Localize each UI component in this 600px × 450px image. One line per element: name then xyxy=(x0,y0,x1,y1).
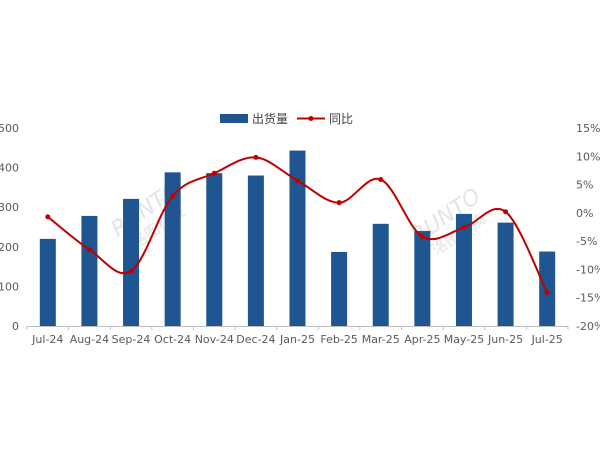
line-point xyxy=(253,154,259,160)
line-point xyxy=(86,247,92,253)
line-point xyxy=(45,214,51,220)
bar xyxy=(164,172,181,326)
y-right-tick-label: 10% xyxy=(576,150,600,163)
line-point xyxy=(336,200,342,206)
y-right-tick-label: -5% xyxy=(576,235,597,248)
line-point xyxy=(211,170,217,176)
x-tick-label: Oct-24 xyxy=(154,333,191,346)
x-tick-label: Sep-24 xyxy=(112,333,151,346)
legend-swatch-marker xyxy=(308,116,314,121)
line-point xyxy=(295,178,300,184)
y-left-tick-label: 0 xyxy=(12,320,19,333)
x-tick-label: Apr-25 xyxy=(404,333,440,346)
x-tick-label: Jul-25 xyxy=(531,333,563,346)
bar-series xyxy=(39,150,556,326)
bar xyxy=(247,175,264,326)
line-point xyxy=(378,176,384,182)
y-right-tick-label: 15% xyxy=(576,122,600,135)
bar xyxy=(289,150,306,326)
y-right-tick-label: -10% xyxy=(576,263,600,276)
y-right-tick-label: -15% xyxy=(576,292,600,305)
line-point xyxy=(170,193,176,199)
bar xyxy=(497,222,514,326)
line-point xyxy=(128,268,134,274)
bar xyxy=(455,213,472,326)
y-right-tick-label: 0% xyxy=(576,207,593,220)
axes: Jul-24 Aug-24 Sep-24 Oct-24 Nov-24 Dec-24 Jan-… xyxy=(0,122,600,346)
y-left-tick-label: 300 xyxy=(0,201,19,214)
x-tick-label: Jan-25 xyxy=(279,333,315,346)
line-series xyxy=(45,154,550,296)
legend-label-bar: 出货量 xyxy=(252,111,288,126)
x-tick-label: Mar-25 xyxy=(362,333,400,346)
legend: 出货量 同比 xyxy=(220,111,353,126)
legend-label-line: 同比 xyxy=(329,112,353,126)
y-right-tick-label: -20% xyxy=(576,320,600,333)
x-tick-label: Aug-24 xyxy=(70,333,109,346)
bar xyxy=(81,215,98,326)
x-tick-label: Jun-25 xyxy=(487,333,523,346)
bar xyxy=(206,173,223,326)
y-left-tick-label: 100 xyxy=(0,280,19,293)
bar xyxy=(123,198,140,326)
y-left-tick-label: 500 xyxy=(0,122,19,135)
bar xyxy=(414,230,431,326)
line-point xyxy=(503,209,509,215)
x-tick-label: Feb-25 xyxy=(320,333,357,346)
y-right-tick-label: 5% xyxy=(576,179,593,192)
x-tick-label: Nov-24 xyxy=(195,333,234,346)
legend-swatch-bar xyxy=(220,114,248,123)
x-tick-label: May-25 xyxy=(444,333,485,346)
y-left-tick-label: 400 xyxy=(0,162,19,175)
x-tick-label: Dec-24 xyxy=(236,333,275,346)
line-point xyxy=(544,290,550,296)
x-tick-label: Jul-24 xyxy=(31,333,63,346)
line-point xyxy=(461,225,467,231)
line-point xyxy=(419,234,425,240)
bar xyxy=(372,223,389,326)
bar xyxy=(39,238,56,326)
bar xyxy=(539,251,556,326)
y-left-tick-label: 200 xyxy=(0,241,19,254)
bar xyxy=(331,251,348,326)
